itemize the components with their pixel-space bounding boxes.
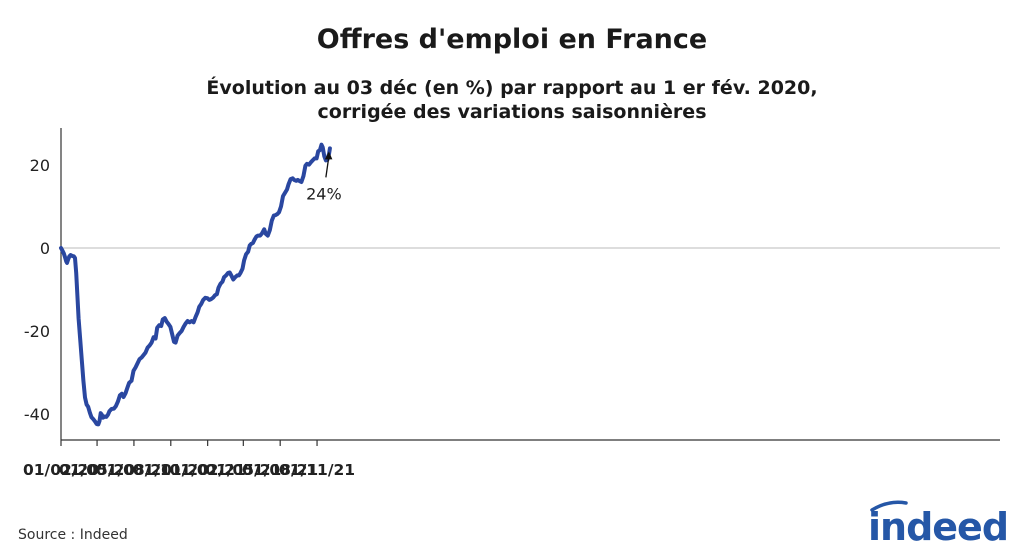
- subtitle-line-1: Évolution au 03 déc (en %) par rapport a…: [206, 77, 818, 99]
- arrow-head-icon: [324, 151, 333, 160]
- annotations: 24%: [306, 151, 342, 203]
- x-tick-label: 01/02/20: [23, 461, 99, 479]
- y-tick-label: -40: [24, 405, 50, 424]
- logo-wordmark: indeed: [868, 505, 1008, 549]
- chart-axes: 200-20-4001/02/2001/05/2001/08/2001/11/2…: [23, 128, 1000, 479]
- series-line: [59, 142, 332, 427]
- source-note: Source : Indeed: [18, 527, 128, 543]
- chart-subtitle: Évolution au 03 déc (en %) par rapport a…: [0, 76, 1024, 124]
- y-tick-label: 0: [40, 239, 50, 258]
- annotation-label: 24%: [306, 184, 342, 203]
- y-tick-label: -20: [24, 322, 50, 341]
- logo-swoosh-icon: [870, 500, 908, 512]
- x-tick-label: 01/08/20: [96, 461, 172, 479]
- annotation-arrow: [325, 156, 330, 178]
- chart-title: Offres d'emploi en France: [316, 24, 708, 55]
- y-tick-label: 20: [30, 156, 50, 175]
- subtitle-line-2: corrigée des variations saisonnières: [317, 101, 707, 123]
- indeed-logo: indeed: [868, 500, 1008, 549]
- x-tick-label: 01/05/20: [59, 461, 135, 479]
- x-tick-label: 01/08/21: [242, 461, 318, 479]
- x-tick-label: 01/05/21: [205, 461, 281, 479]
- x-tick-label: 01/11/21: [279, 461, 355, 479]
- plot-area: [59, 142, 332, 427]
- x-tick-label: 01/02/21: [170, 461, 246, 479]
- x-tick-label: 01/11/20: [133, 461, 209, 479]
